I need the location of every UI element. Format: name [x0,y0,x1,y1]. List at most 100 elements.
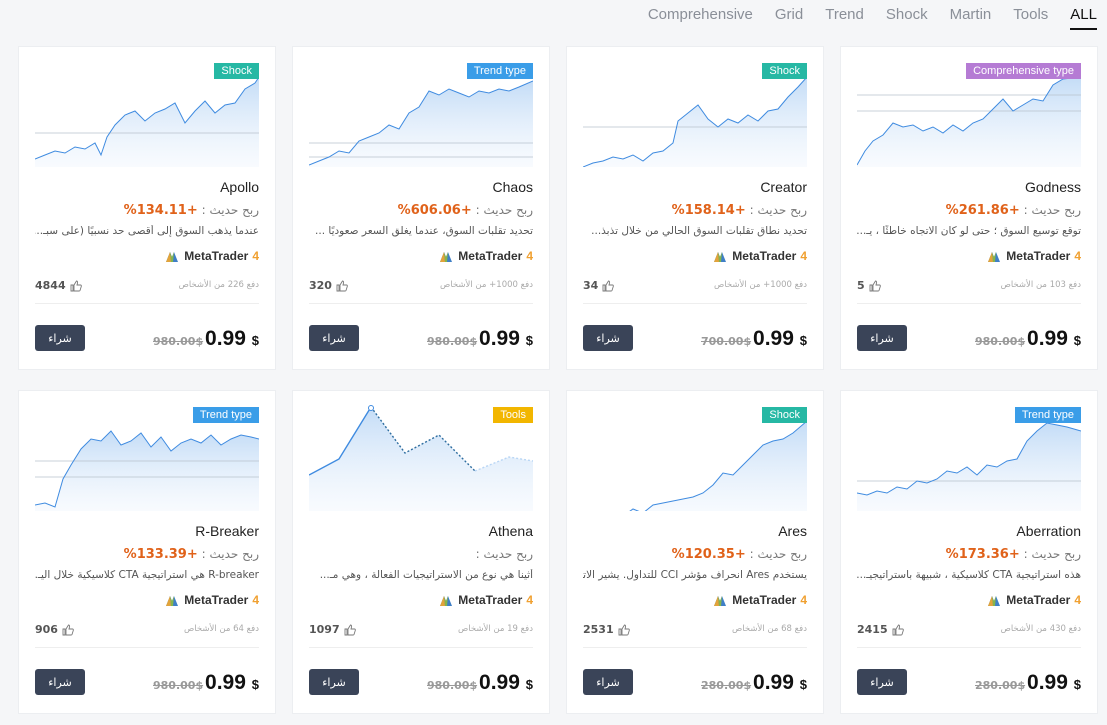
product-card[interactable]: Shock Apollo ربح حديث : +134.11% عندما ي… [18,46,276,370]
chart-line [309,80,533,166]
buy-button[interactable]: شراء [309,325,359,351]
tab-tools[interactable]: Tools [1013,6,1049,23]
divider [583,647,807,648]
product-description: أثينا هي نوع من الاستراتيجيات الفعالة ، … [319,569,533,581]
strategy-type-badge: Comprehensive type [966,63,1081,79]
price-value: 0.99 [479,327,520,350]
original-price: 980.00$ [975,335,1026,348]
divider [35,303,259,304]
profit-label: ربح حديث : [1023,203,1081,217]
tab-grid[interactable]: Grid [774,6,804,23]
profit-value: +133.39% [123,547,198,562]
likes[interactable]: 4844 [35,279,82,292]
product-card[interactable]: Trend type Aberration ربح حديث : +173.36… [840,390,1098,714]
recent-profit: ربح حديث : +158.14% [672,203,807,218]
thumbs-up-icon [869,280,881,291]
divider [309,303,533,304]
product-name[interactable]: Ares [778,523,807,539]
likes[interactable]: 5 [857,279,881,292]
chart-container [35,405,259,511]
product-card[interactable]: Shock Ares ربح حديث : +120.35% يستخدم Ar… [566,390,824,714]
likes[interactable]: 906 [35,623,74,636]
tab-trend[interactable]: Trend [825,6,864,23]
chart-area [35,77,259,167]
chart-container [857,405,1081,511]
recent-profit: ربح حديث : +120.35% [672,547,807,562]
platform-name: MetaTrader [184,593,249,607]
chart-area [35,431,259,511]
platform-version: 4 [526,593,533,607]
buy-button[interactable]: شراء [857,325,907,351]
profit-value: +120.35% [671,547,746,562]
product-description: هذه استراتيجية CTA كلاسيكية ، شبيهة باست… [857,569,1081,581]
product-card[interactable]: Tools Athena ربح حديث : أثينا هي نوع من … [292,390,550,714]
product-name[interactable]: Apollo [220,179,259,195]
profit-label: ربح حديث : [201,203,259,217]
current-price: 0.99 $ [479,671,533,695]
buy-button[interactable]: شراء [35,669,85,695]
chart-area [857,423,1081,511]
buyers-count: دفع 1000+ من الأشخاص [714,280,807,290]
product-card[interactable]: Comprehensive type Godness ربح حديث : +2… [840,46,1098,370]
current-price: 0.99 $ [205,327,259,351]
strategy-type-badge: Tools [493,407,533,423]
profit-value: +173.36% [945,547,1020,562]
original-price: 280.00$ [975,679,1026,692]
price-value: 0.99 [205,327,246,350]
product-name[interactable]: R-Breaker [195,523,259,539]
tab-shock[interactable]: Shock [885,6,928,23]
recent-profit: ربح حديث : +261.86% [946,203,1081,218]
buy-button[interactable]: شراء [583,669,633,695]
equity-curve-chart [857,422,1081,511]
buy-button[interactable]: شراء [35,325,85,351]
platform-version: 4 [800,593,807,607]
buyers-count: دفع 64 من الأشخاص [183,624,259,634]
profit-label: ربح حديث : [475,547,533,561]
current-price: 0.99 $ [1027,327,1081,351]
buy-button[interactable]: شراء [583,325,633,351]
likes-count: 4844 [35,279,66,292]
chart-container [583,61,807,167]
equity-curve-chart [35,76,259,167]
tab-martin[interactable]: Martin [949,6,992,23]
platform-version: 4 [252,249,259,263]
buy-button[interactable]: شراء [309,669,359,695]
product-name[interactable]: Athena [488,523,533,539]
tab-all[interactable]: ALL [1070,0,1097,30]
likes-count: 34 [583,279,599,292]
original-price: 980.00$ [427,679,478,692]
platform-logo: MetaTrader 4 [164,592,259,608]
product-name[interactable]: Aberration [1016,523,1081,539]
product-card[interactable]: Shock Creator ربح حديث : +158.14% تحديد … [566,46,824,370]
currency-symbol: $ [525,677,533,692]
buyers-count: دفع 226 من الأشخاص [178,280,259,290]
thumbs-up-icon [62,624,74,635]
product-name[interactable]: Godness [1024,179,1081,195]
product-card[interactable]: Trend type R-Breaker ربح حديث : +133.39%… [18,390,276,714]
platform-logo: MetaTrader 4 [438,592,533,608]
original-price: 980.00$ [153,679,204,692]
likes[interactable]: 320 [309,279,348,292]
equity-curve-chart [309,80,533,167]
product-description: عندما يذهب السوق إلى أقصى حد نسبيًا (على… [35,225,259,237]
thumbs-up-icon [618,624,630,635]
product-name[interactable]: Creator [760,179,807,195]
platform-version: 4 [252,593,259,607]
tab-comprehensive[interactable]: Comprehensive [647,6,753,23]
divider [857,647,1081,648]
likes-count: 2531 [583,623,614,636]
likes[interactable]: 1097 [309,623,356,636]
likes[interactable]: 34 [583,279,615,292]
likes-count: 320 [309,279,332,292]
profit-label: ربح حديث : [201,547,259,561]
likes[interactable]: 2415 [857,623,904,636]
likes[interactable]: 2531 [583,623,630,636]
metatrader-icon [166,596,179,606]
metatrader-icon [440,252,453,262]
product-card[interactable]: Trend type Chaos ربح حديث : +606.06% تحد… [292,46,550,370]
price-value: 0.99 [479,671,520,694]
buy-button[interactable]: شراء [857,669,907,695]
product-name[interactable]: Chaos [492,179,533,195]
profit-value: +158.14% [671,203,746,218]
product-description: يستخدم Ares انحراف مؤشر CCI للتداول. يشي… [583,569,807,581]
